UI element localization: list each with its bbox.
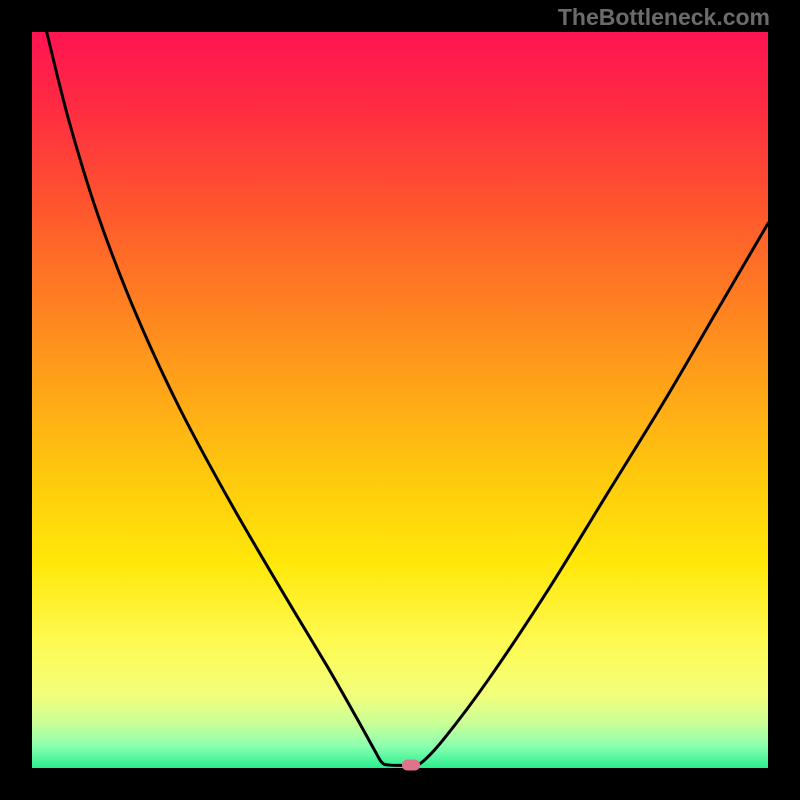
bottleneck-curve (47, 32, 768, 765)
optimum-marker (402, 760, 420, 771)
watermark-text: TheBottleneck.com (558, 4, 770, 31)
curve-plot (0, 0, 800, 800)
chart-container: TheBottleneck.com (0, 0, 800, 800)
